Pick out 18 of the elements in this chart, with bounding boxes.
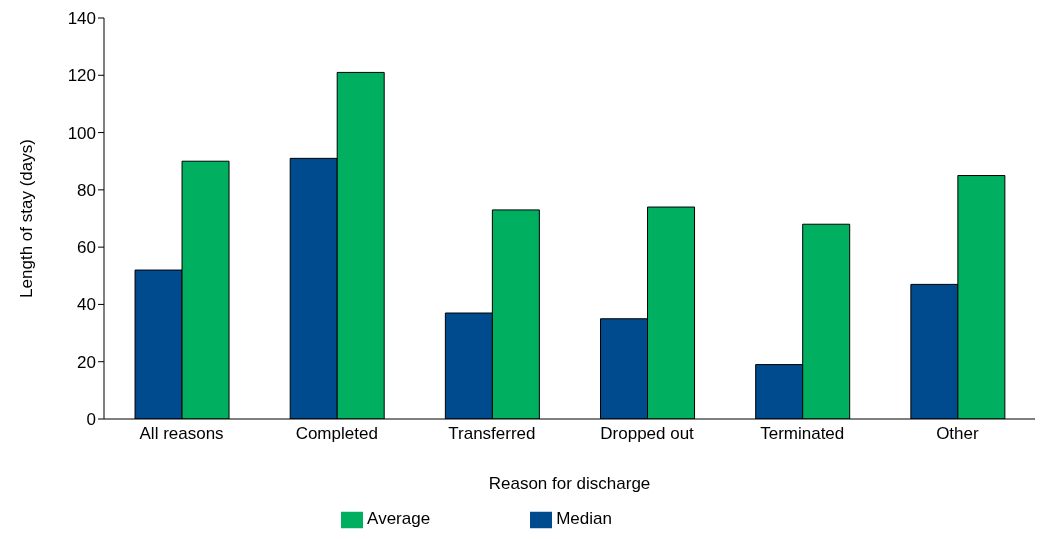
y-tick-label: 140	[67, 9, 96, 29]
y-tick-label: 60	[77, 238, 96, 258]
x-tick-label: Other	[936, 424, 980, 444]
x-tick-label: Dropped out	[600, 424, 695, 444]
y-tick-label: 0	[86, 410, 96, 430]
y-axis-title: Length of stay (days)	[17, 139, 37, 298]
x-tick-label: Completed	[295, 424, 378, 444]
x-axis-title: Reason for discharge	[488, 474, 651, 493]
x-tick-label: Terminated	[760, 424, 845, 444]
legend-label: Median	[556, 509, 612, 529]
y-tick-label: 100	[67, 123, 96, 143]
y-tick-label: 120	[67, 66, 96, 86]
legend-label: Average	[367, 509, 431, 529]
y-tick-label: 40	[77, 295, 96, 315]
y-tick-label: 20	[77, 352, 96, 372]
x-tick-label: All reasons	[139, 424, 224, 444]
x-tick-label: Transferred	[448, 424, 536, 444]
y-tick-label: 80	[77, 180, 96, 200]
